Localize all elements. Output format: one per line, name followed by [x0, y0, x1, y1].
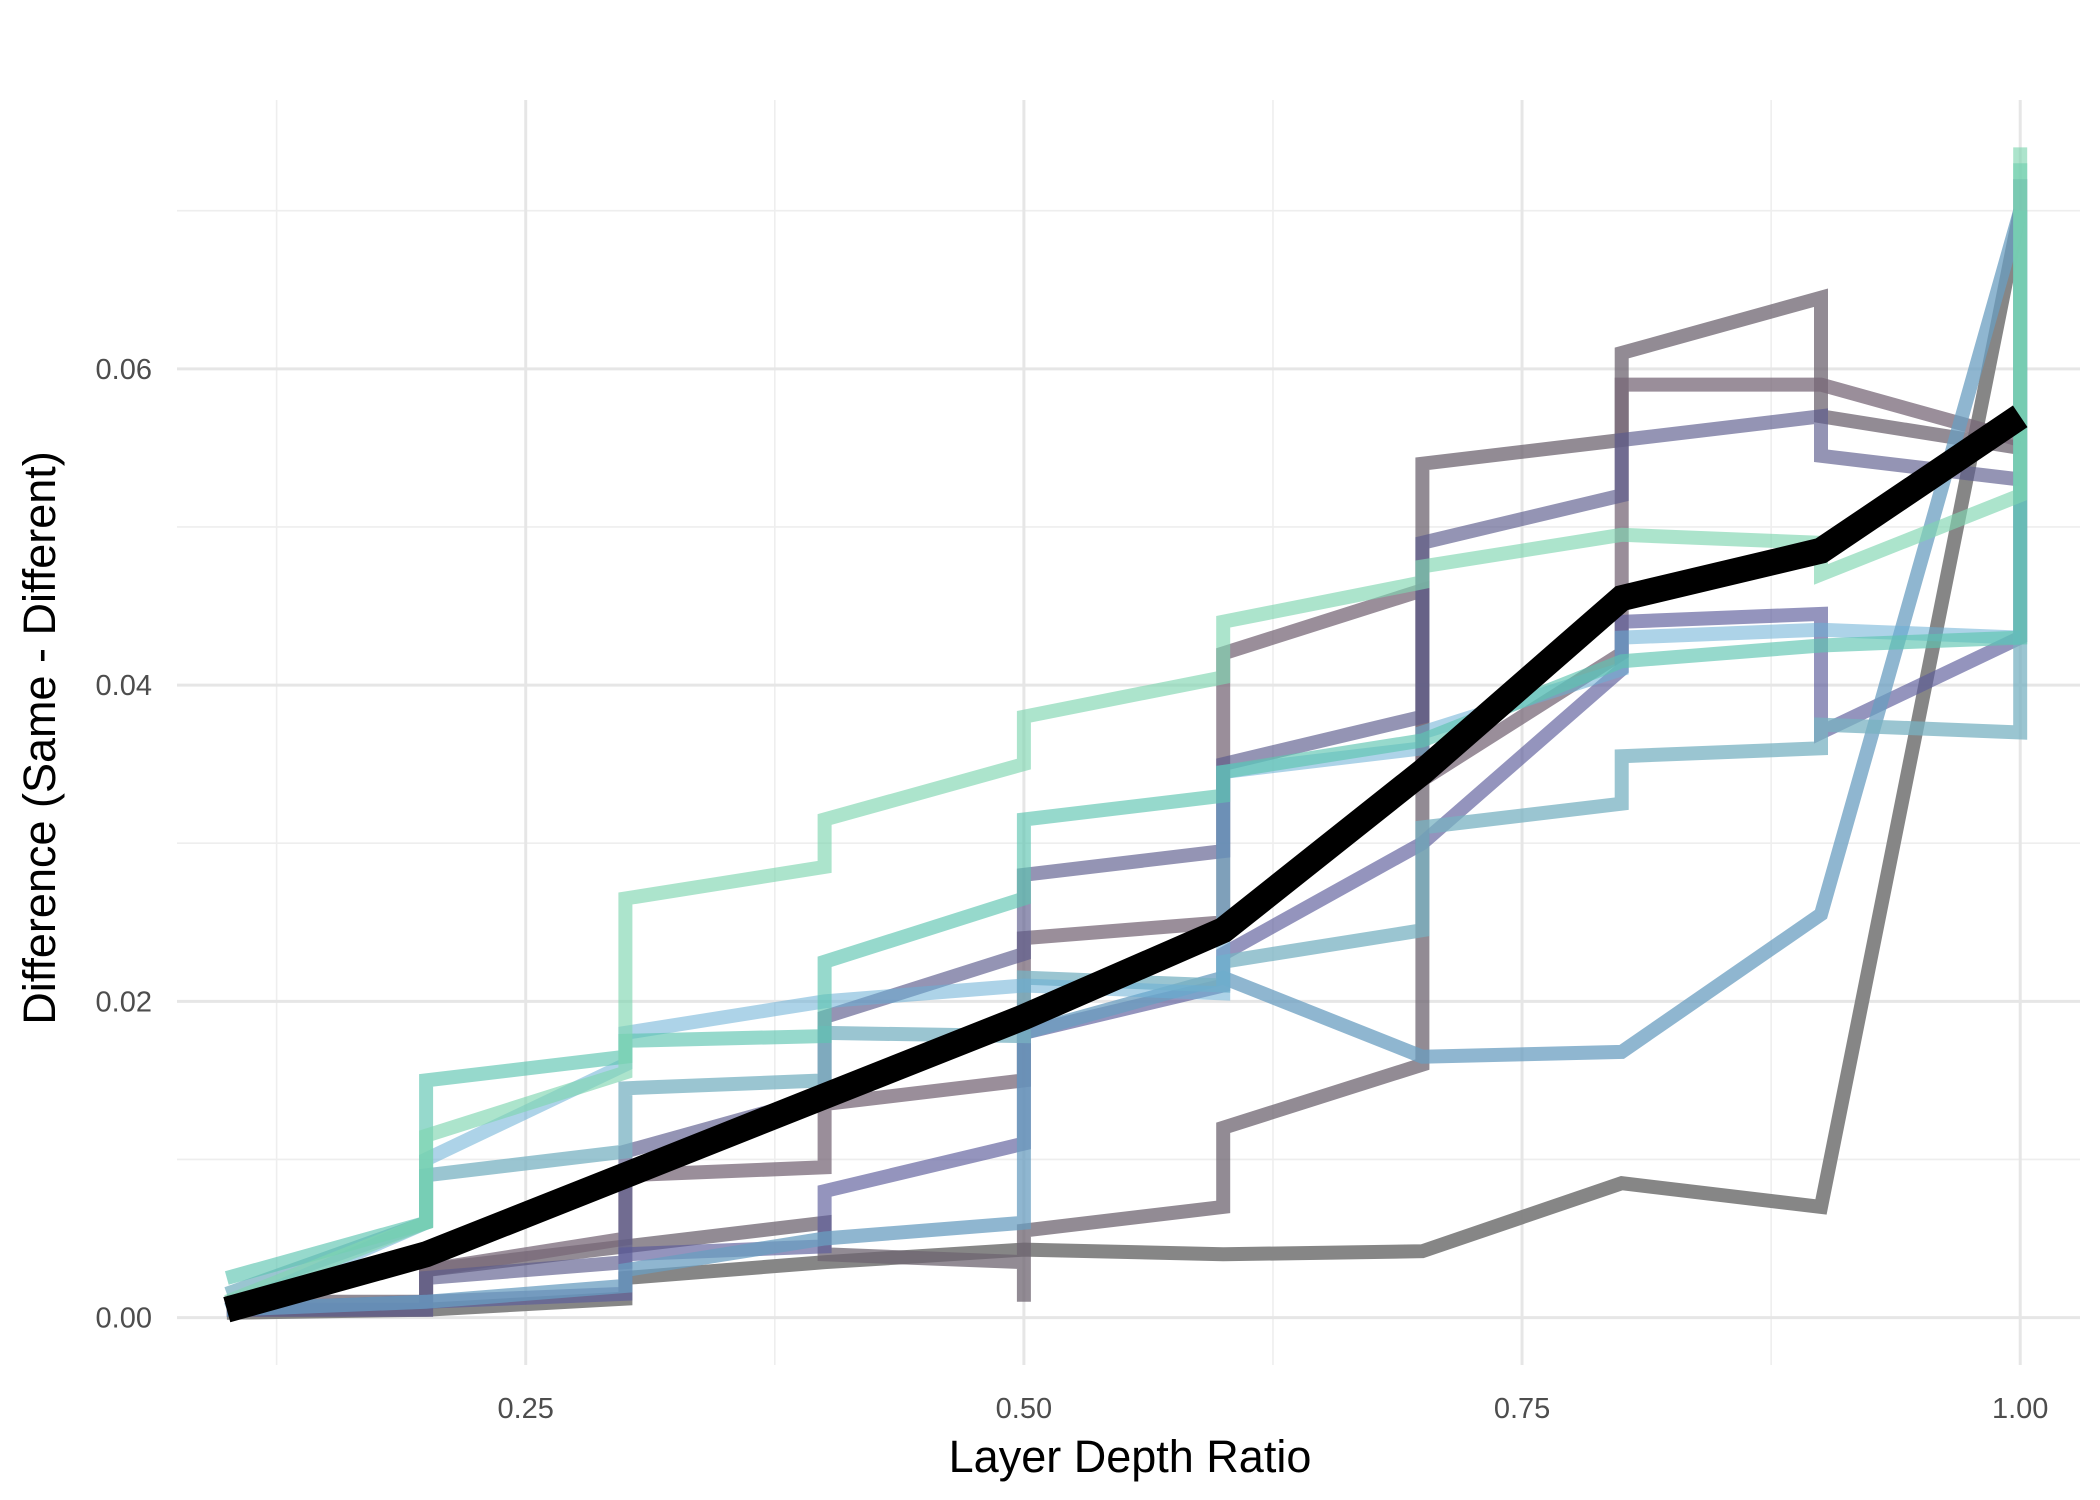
- mean-series-line: [223, 405, 2028, 1323]
- series-line-5: [226, 208, 2027, 1317]
- y-tick-label-1: 0.02: [96, 986, 152, 1018]
- x-tick-label-3: 1.00: [1992, 1393, 2048, 1425]
- y-axis-title: Difference (Same - Different): [14, 451, 65, 1025]
- x-axis-title: Layer Depth Ratio: [949, 1431, 1312, 1482]
- y-tick-label-2: 0.04: [96, 670, 152, 702]
- y-axis-tick-labels: 0.00 0.02 0.04 0.06: [96, 354, 152, 1335]
- x-tick-label-1: 0.50: [996, 1393, 1052, 1425]
- x-tick-label-0: 0.25: [497, 1393, 553, 1425]
- series-lines: [223, 147, 2028, 1323]
- y-tick-label-0: 0.00: [96, 1303, 152, 1335]
- x-axis-tick-labels: 0.25 0.50 0.75 1.00: [497, 1393, 2048, 1425]
- series-line-8: [224, 163, 2028, 1285]
- series-line-0: [226, 209, 2028, 1320]
- x-tick-label-2: 0.75: [1494, 1393, 1550, 1425]
- series-line-1: [226, 288, 2022, 1309]
- y-tick-label-3: 0.06: [96, 354, 152, 386]
- series-line-3: [226, 408, 2022, 1317]
- series-line-7: [223, 622, 2021, 1317]
